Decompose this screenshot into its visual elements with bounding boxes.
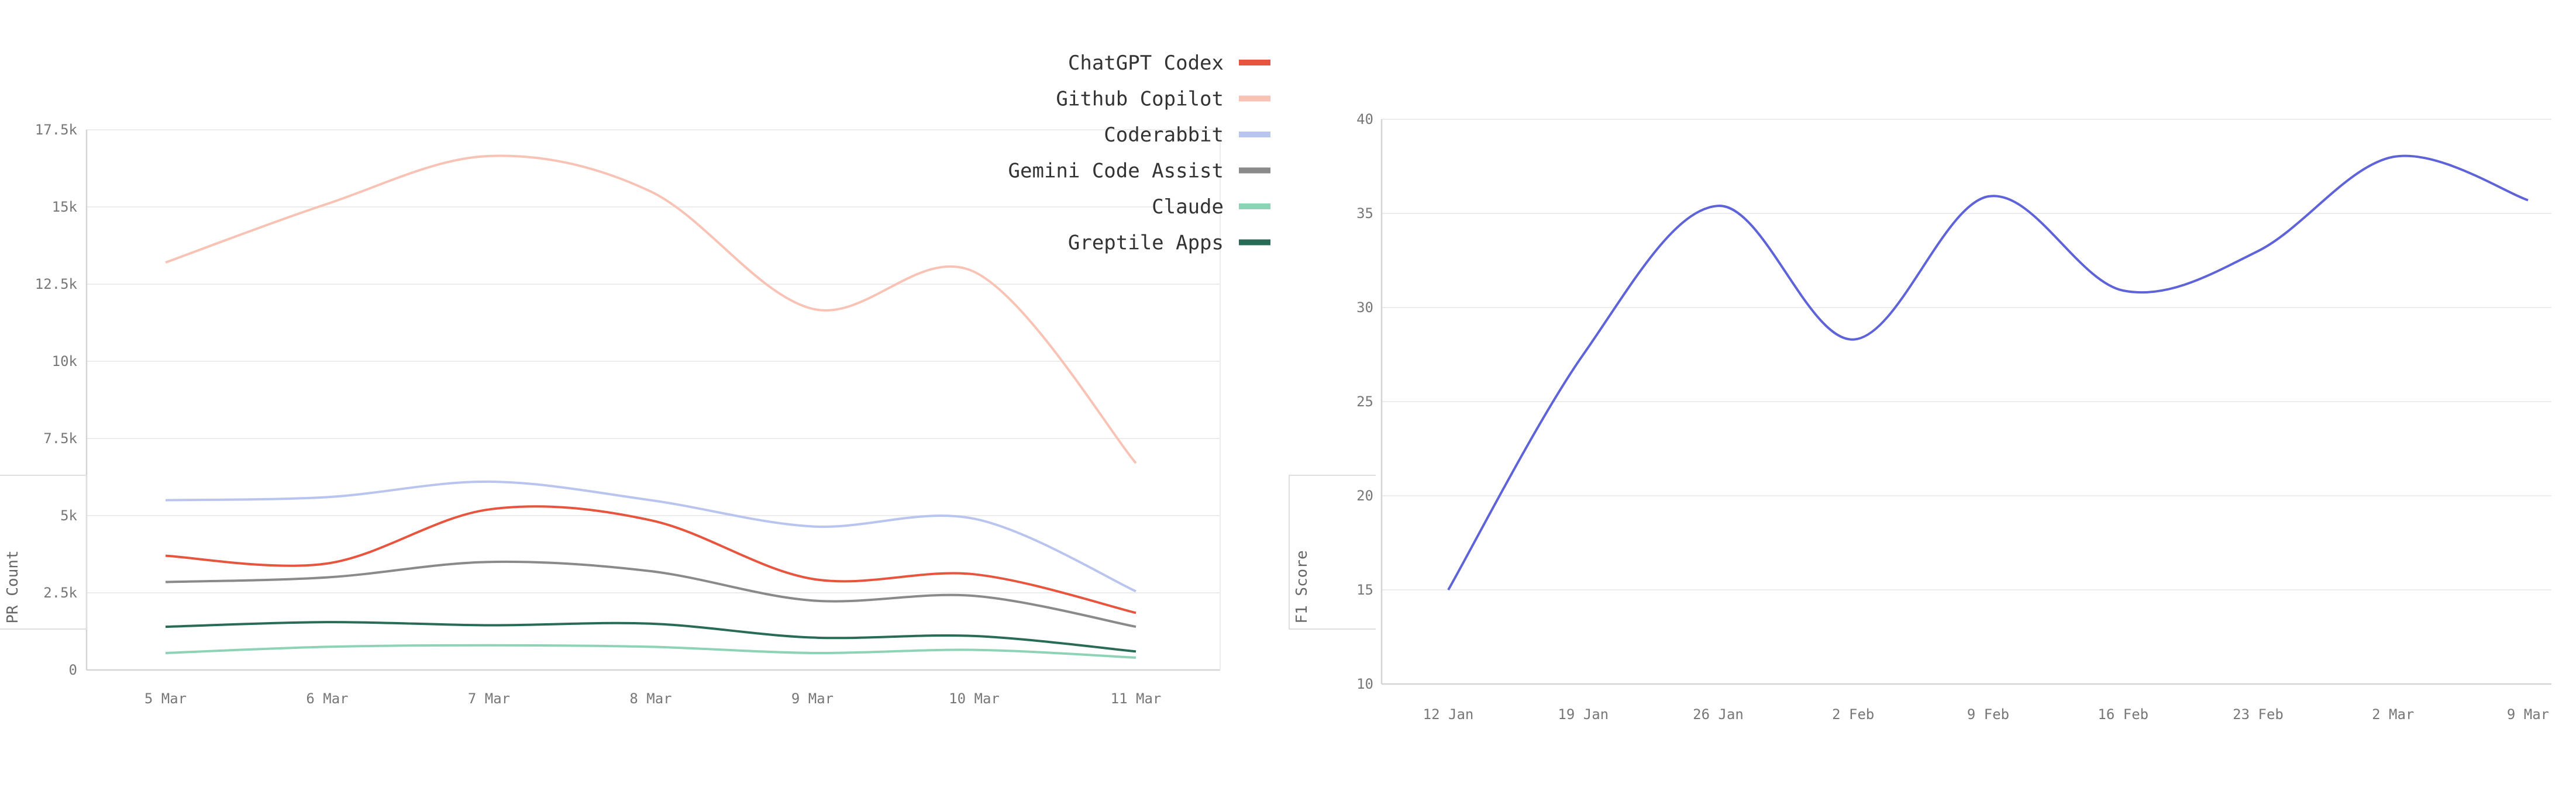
f1-score-axis-label-frame — [1289, 475, 1376, 630]
f1-score-x-tick-label: 2 Mar — [2372, 706, 2414, 723]
pr-count-x-tick-label: 7 Mar — [468, 690, 510, 707]
legend-label-coderabbit: Coderabbit — [1104, 123, 1224, 147]
f1-score-chart: 10 15 20 25 30 35 40 12 Jan 19 Jan 26 Jan 2 Feb 9 … — [1289, 111, 2551, 723]
legend-label-claude: Claude — [1152, 195, 1224, 219]
pr-count-y-tick-label: 0 — [69, 662, 77, 678]
pr-count-series — [165, 154, 1137, 659]
series-line-chatgpt-codex — [165, 505, 1137, 614]
f1-score-grid — [1380, 119, 2551, 685]
series-line-greptile-apps — [165, 621, 1137, 653]
series-line-f1-score — [1447, 154, 2529, 590]
series-line-gemini-code-assist — [165, 560, 1137, 628]
f1-score-y-tick-label: 30 — [1356, 299, 1373, 316]
pr-count-y-tick-label: 10k — [52, 353, 78, 369]
pr-count-axis-title: PR Count — [4, 550, 22, 623]
pr-count-y-tick-label: 2.5k — [43, 585, 77, 601]
pr-count-x-tick-label: 11 Mar — [1111, 690, 1162, 707]
legend-label-gemini-code-assist: Gemini Code Assist — [1008, 160, 1224, 183]
f1-score-x-tick-label: 16 Feb — [2098, 706, 2148, 723]
chart-legend: ChatGPT Codex Github Copilot Coderabbit Gem… — [1008, 51, 1270, 255]
f1-score-x-tick-label: 19 Jan — [1558, 706, 1609, 723]
f1-score-x-tick-label: 23 Feb — [2233, 706, 2284, 723]
f1-score-x-ticks: 12 Jan 19 Jan 26 Jan 2 Feb 9 Feb 16 Feb 23 Feb… — [1423, 706, 2549, 723]
pr-count-y-tick-label: 7.5k — [43, 430, 77, 447]
series-line-github-copilot — [165, 154, 1137, 464]
pr-count-y-tick-label: 15k — [52, 199, 78, 215]
f1-score-axis-title: F1 Score — [1293, 550, 1311, 623]
pr-count-x-tick-label: 8 Mar — [629, 690, 671, 707]
pr-count-x-tick-label: 9 Mar — [791, 690, 834, 707]
pr-count-grid — [85, 129, 1221, 671]
pr-count-axis-label-frame — [0, 475, 87, 630]
f1-score-series — [1447, 154, 2529, 590]
f1-score-x-tick-label: 12 Jan — [1423, 706, 1474, 723]
legend-label-greptile-apps: Greptile Apps — [1068, 232, 1224, 255]
pr-count-chart: 0 2.5k 5k 7.5k 10k 12.5k 15k 17.5k 5 Mar 6 Mar 7 … — [0, 122, 1221, 707]
pr-count-y-ticks: 0 2.5k 5k 7.5k 10k 12.5k 15k 17.5k — [35, 122, 78, 678]
series-line-claude — [165, 644, 1137, 659]
pr-count-y-tick-label: 5k — [60, 507, 77, 524]
pr-count-y-tick-label: 17.5k — [35, 122, 78, 138]
pr-count-y-tick-label: 12.5k — [35, 276, 78, 292]
legend-label-chatgpt-codex: ChatGPT Codex — [1068, 51, 1224, 75]
legend-label-github-copilot: Github Copilot — [1056, 88, 1224, 111]
pr-count-x-tick-label: 6 Mar — [306, 690, 348, 707]
f1-score-y-tick-label: 25 — [1356, 393, 1373, 410]
f1-score-x-tick-label: 9 Mar — [2507, 706, 2549, 723]
series-line-coderabbit — [165, 480, 1137, 593]
f1-score-y-tick-label: 20 — [1356, 488, 1373, 504]
pr-count-x-tick-label: 10 Mar — [949, 690, 1000, 707]
f1-score-y-tick-label: 10 — [1356, 676, 1373, 692]
f1-score-x-tick-label: 26 Jan — [1693, 706, 1744, 723]
f1-score-x-tick-label: 2 Feb — [1832, 706, 1874, 723]
pr-count-x-ticks: 5 Mar 6 Mar 7 Mar 8 Mar 9 Mar 10 Mar 11 Mar — [144, 690, 1161, 707]
pr-count-x-tick-label: 5 Mar — [144, 690, 187, 707]
f1-score-y-tick-label: 40 — [1356, 111, 1373, 127]
f1-score-y-tick-label: 15 — [1356, 582, 1373, 598]
f1-score-y-tick-label: 35 — [1356, 205, 1373, 222]
f1-score-x-tick-label: 9 Feb — [1967, 706, 2009, 723]
f1-score-y-ticks: 10 15 20 25 30 35 40 — [1356, 111, 1373, 692]
